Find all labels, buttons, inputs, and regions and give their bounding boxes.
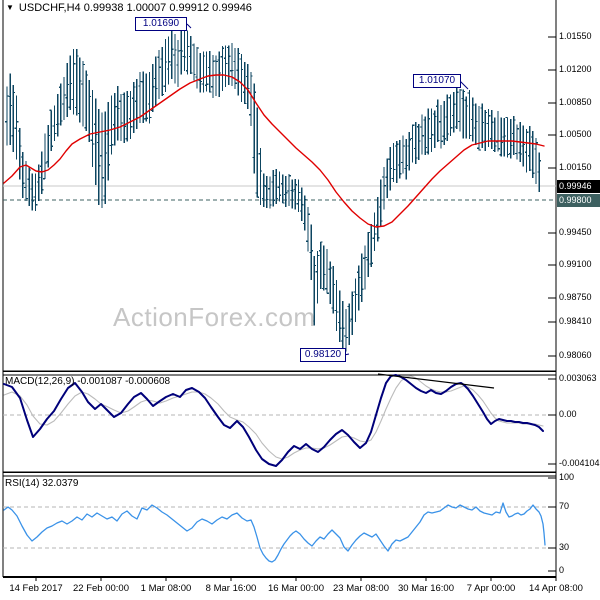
date-axis-label: 16 Mar 00:00 <box>268 583 324 594</box>
price-axis-tick: 1.00850 <box>559 97 592 107</box>
support-price-tag: 0.99800 <box>557 194 600 207</box>
date-axis-label: 23 Mar 08:00 <box>333 583 389 594</box>
rsi-axis-tick: 30 <box>559 542 570 552</box>
price-axis-tick: 1.00500 <box>559 129 592 139</box>
date-axis-label: 14 Feb 2017 <box>9 583 63 594</box>
symbol-title: ▼ USDCHF,H4 0.99938 1.00007 0.99912 0.99… <box>6 2 252 14</box>
macd-axis-tick: 0.00 <box>559 409 577 419</box>
price-axis-tick: 0.99100 <box>559 259 592 269</box>
symbol-quote-text: USDCHF,H4 0.99938 1.00007 0.99912 0.9994… <box>18 2 252 14</box>
rsi-axis-tick: 70 <box>559 501 570 511</box>
date-axis-label: 30 Mar 16:00 <box>398 583 454 594</box>
price-axis-tick: 0.99450 <box>559 227 592 237</box>
key-level-label-high: 1.01690 <box>135 17 187 31</box>
rsi-axis-tick: 0 <box>559 565 565 575</box>
key-level-label-low: 0.98120 <box>300 348 346 362</box>
date-axis-label: 8 Mar 16:00 <box>205 583 257 594</box>
macd-indicator-label: MACD(12,26,9) -0.001087 -0.000608 <box>5 376 171 387</box>
watermark: ActionForex.com <box>113 302 316 332</box>
price-axis-tick: 1.01550 <box>559 31 592 41</box>
date-axis-label: 7 Apr 00:00 <box>466 583 516 594</box>
dropdown-triangle-icon[interactable]: ▼ <box>6 3 14 12</box>
price-axis-tick: 0.98750 <box>559 292 592 302</box>
macd-axis-tick: -0.004104 <box>559 458 600 468</box>
rsi-indicator-label: RSI(14) 32.0379 <box>5 478 79 489</box>
price-axis-tick: 0.98060 <box>559 350 592 360</box>
price-axis-tick: 0.98410 <box>559 316 592 326</box>
price-axis-tick: 1.01200 <box>559 64 592 74</box>
date-axis-label: 14 Apr 08:00 <box>529 583 583 594</box>
date-axis-label: 1 Mar 08:00 <box>140 583 192 594</box>
date-axis-label: 22 Feb 00:00 <box>73 583 129 594</box>
price-axis-tick: 1.00150 <box>559 162 592 172</box>
key-level-label-lower-high: 1.01070 <box>413 74 461 88</box>
macd-axis-tick: 0.003063 <box>559 373 597 383</box>
rsi-axis-tick: 100 <box>559 472 575 482</box>
current-price-tag: 0.99946 <box>557 180 600 193</box>
